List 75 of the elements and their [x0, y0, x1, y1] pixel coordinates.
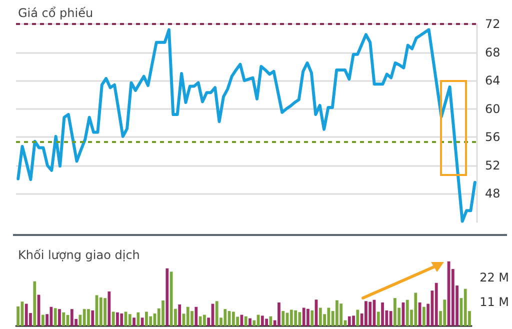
bar	[33, 281, 36, 326]
bar	[87, 309, 90, 326]
bar	[389, 311, 392, 326]
bar	[340, 304, 343, 326]
bar	[104, 298, 106, 326]
bar	[278, 302, 280, 326]
bar	[162, 300, 164, 326]
bar	[232, 312, 235, 326]
bar	[116, 312, 119, 326]
bar	[434, 282, 438, 326]
line-series	[16, 28, 476, 223]
y-tick-label: 11 M	[480, 294, 509, 309]
bar	[352, 316, 355, 326]
bar	[54, 308, 57, 326]
bar	[248, 318, 252, 326]
chart-title: Khối lượng giao dịch	[18, 248, 140, 262]
bar	[348, 316, 351, 326]
bar	[306, 308, 310, 326]
bar	[170, 272, 173, 326]
bar	[327, 308, 330, 326]
y-tick-label: 52	[485, 158, 500, 172]
bar	[24, 304, 28, 326]
bar	[364, 301, 368, 326]
bar	[302, 308, 306, 326]
bar	[406, 300, 409, 326]
chart-title: Giá cổ phiếu	[18, 6, 94, 20]
y-tick-label: 48	[485, 186, 500, 201]
y-tick-label: 72	[485, 17, 500, 31]
bar	[260, 316, 264, 326]
y-tick-label: 64	[485, 74, 500, 88]
bar	[41, 314, 44, 326]
bar	[215, 301, 218, 326]
bar	[376, 312, 380, 326]
bar	[290, 310, 293, 326]
bar	[82, 309, 86, 326]
bar	[62, 312, 66, 326]
bar	[58, 309, 61, 326]
bar	[381, 302, 384, 326]
bar	[422, 306, 426, 326]
bar	[318, 308, 322, 326]
bar	[443, 300, 446, 326]
bar	[244, 316, 248, 326]
bar	[140, 318, 144, 326]
bar	[99, 297, 102, 326]
bar	[186, 306, 190, 326]
bar	[202, 314, 206, 326]
bar	[190, 311, 194, 326]
bar	[298, 312, 302, 326]
bar	[464, 288, 467, 326]
bar	[368, 302, 372, 326]
y-tick-label: 22 M	[480, 270, 509, 285]
bar	[108, 291, 111, 326]
bar	[136, 312, 140, 326]
bar	[224, 309, 227, 326]
y-tick-label: 68	[485, 45, 500, 60]
y-tick-label: 60	[485, 102, 500, 116]
bar	[414, 292, 418, 326]
bar	[166, 268, 169, 326]
bar	[70, 309, 74, 326]
bar	[112, 312, 115, 326]
bar	[393, 298, 396, 326]
bar	[294, 310, 297, 326]
bar	[310, 310, 314, 326]
bar	[194, 306, 198, 326]
bar	[132, 318, 136, 326]
bar	[91, 310, 94, 326]
bar	[128, 314, 132, 326]
bar	[145, 312, 148, 326]
bar	[356, 310, 360, 326]
bar	[178, 304, 182, 326]
bar	[265, 318, 268, 326]
bar	[336, 300, 338, 326]
y-tick-label: 56	[485, 130, 500, 144]
bar	[120, 313, 124, 326]
bar	[282, 311, 285, 326]
